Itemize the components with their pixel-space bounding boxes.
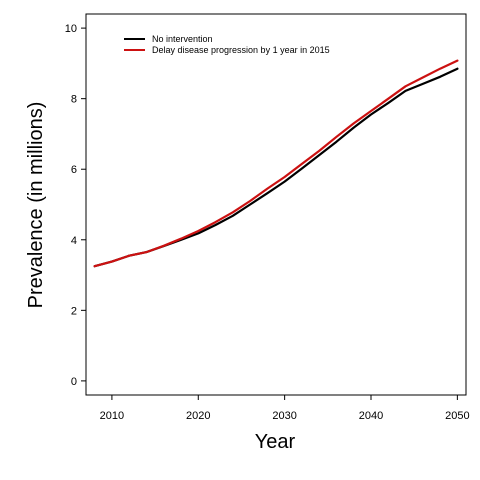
y-tick-label: 4 (71, 235, 77, 247)
x-tick-label: 2050 (445, 410, 469, 422)
x-tick-label: 2030 (272, 410, 296, 422)
x-tick-label: 2020 (186, 410, 210, 422)
y-tick-label: 6 (71, 164, 77, 176)
legend-label-0: No intervention (152, 34, 213, 44)
x-tick-label: 2010 (100, 410, 124, 422)
legend-label-1: Delay disease progression by 1 year in 2… (152, 45, 330, 55)
y-tick-label: 8 (71, 94, 77, 106)
y-axis: 0 2 4 6 8 10 (65, 23, 86, 388)
x-axis: 2010 2020 2030 2040 2050 (100, 395, 470, 422)
y-tick-label: 2 (71, 305, 77, 317)
series-layer (93, 59, 459, 268)
plot-frame (85, 13, 467, 396)
x-tick-label: 2040 (359, 410, 383, 422)
series-line-1 (93, 59, 459, 268)
y-axis-title: Prevalence (in millions) (25, 102, 47, 309)
y-tick-label: 0 (71, 376, 77, 388)
y-tick-label: 10 (65, 23, 77, 35)
x-axis-title: Year (255, 431, 296, 453)
